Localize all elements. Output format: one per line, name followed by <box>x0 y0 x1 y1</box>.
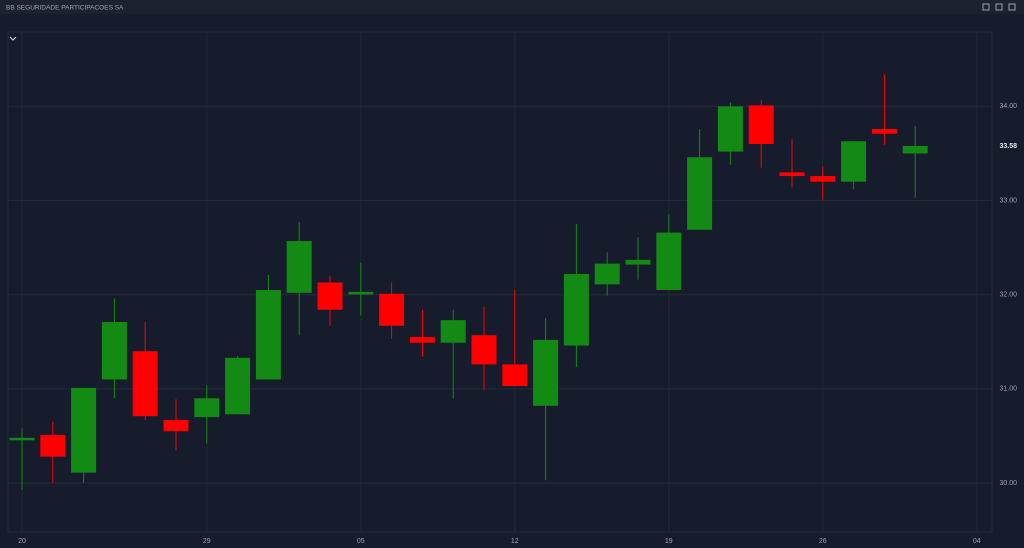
candle-body <box>748 105 774 145</box>
candle-body <box>286 241 312 293</box>
y-tick-label: 34.00 <box>999 103 1017 110</box>
candle-body <box>533 339 559 406</box>
title-bar <box>0 0 1024 14</box>
x-tick-label: 04 <box>973 538 981 545</box>
candle-body <box>779 172 805 177</box>
y-tick-label: 31.00 <box>999 386 1017 393</box>
chart-title: BB SEGURIDADE PARTICIPACOES SA <box>6 5 124 12</box>
candle-body <box>225 357 251 415</box>
candle-body <box>502 364 528 387</box>
candle-body <box>687 157 713 230</box>
candle-body <box>71 387 97 473</box>
last-price-label: 33.58 <box>999 143 1017 150</box>
x-tick-label: 05 <box>357 538 365 545</box>
candle-body <box>841 141 867 182</box>
y-tick-label: 33.00 <box>999 197 1017 204</box>
candle-body <box>255 290 281 380</box>
collapse-toggle[interactable] <box>9 36 17 41</box>
candle-body <box>810 176 836 182</box>
x-tick-label: 26 <box>819 538 827 545</box>
popout-button[interactable] <box>982 3 990 11</box>
candle-body <box>317 282 343 310</box>
candle-body <box>409 337 435 343</box>
candle-body <box>132 351 158 417</box>
x-tick-label: 12 <box>511 538 519 545</box>
candle-body <box>40 435 66 457</box>
candle-body <box>471 335 497 365</box>
candle-body <box>717 106 743 152</box>
x-tick-label: 20 <box>18 538 26 545</box>
candle-body <box>9 437 35 441</box>
candle-body <box>348 291 374 295</box>
candle-body <box>163 419 189 432</box>
candle-body <box>656 232 682 291</box>
x-tick-label: 29 <box>203 538 211 545</box>
candle-body <box>871 128 897 134</box>
candle-body <box>194 398 220 418</box>
y-tick-label: 32.00 <box>999 292 1017 299</box>
candle-body <box>101 322 127 380</box>
candle-body <box>625 259 651 265</box>
plot-frame <box>7 31 993 533</box>
candle-body <box>902 145 928 154</box>
x-tick-label: 19 <box>665 538 673 545</box>
settings-button[interactable] <box>995 3 1003 11</box>
y-tick-label: 30.00 <box>999 480 1017 487</box>
candle-body <box>440 320 466 343</box>
maximize-button[interactable] <box>1008 3 1016 11</box>
window-controls[interactable] <box>982 3 1016 11</box>
candle-body <box>379 293 405 326</box>
candle-body <box>563 273 589 346</box>
candle-body <box>594 263 620 285</box>
